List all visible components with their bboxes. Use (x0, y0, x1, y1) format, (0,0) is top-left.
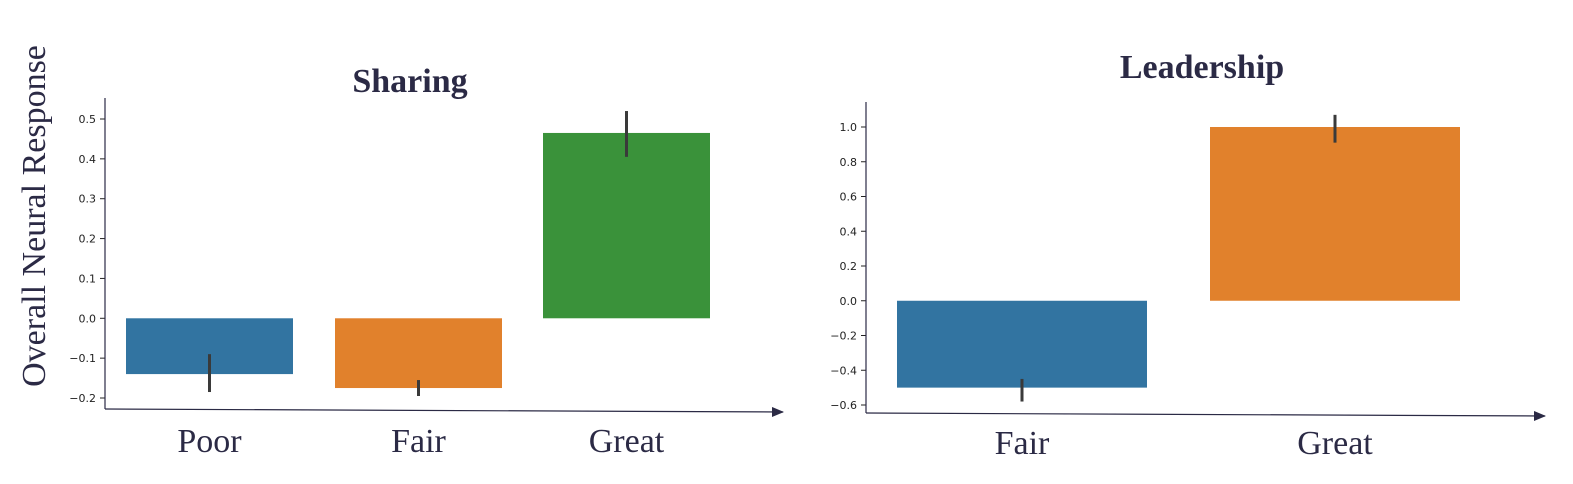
bar-fair (897, 300, 1147, 388)
bar-great (1210, 127, 1460, 301)
y-tick-label: −0.1 (69, 352, 96, 365)
bars (126, 132, 710, 389)
y-axis-label: Overall Neural Response (16, 45, 53, 387)
category-label: Great (589, 423, 665, 460)
category-label: Great (1297, 425, 1373, 462)
bar-great (543, 132, 710, 319)
y-tick-label: −0.2 (830, 330, 857, 343)
y-tick-label: 0.2 (840, 260, 858, 273)
category-labels: Poor Fair Great (177, 423, 664, 460)
chart-title: Sharing (352, 63, 467, 100)
y-tick-label: 0.2 (79, 233, 97, 246)
y-tick-label: 0.4 (840, 225, 858, 238)
y-tick-label: 0.5 (79, 113, 97, 126)
chart-leadership: Leadership −0.6 −0.4 −0.2 0.0 0.2 0.4 0.6 0.8 1.… (830, 49, 1546, 462)
category-labels: Fair Great (995, 425, 1374, 462)
chart-sharing: Sharing −0.2 −0.1 0.0 0.1 0.2 0.3 0.4 0.5 Poor F… (69, 63, 784, 460)
y-tick-label: 1.0 (840, 121, 858, 134)
category-label: Fair (391, 423, 446, 460)
x-axis-arrow (865, 410, 1546, 421)
chart-title: Leadership (1120, 49, 1284, 86)
bars (897, 127, 1460, 388)
category-label: Poor (177, 423, 242, 460)
y-tick-label: 0.6 (840, 191, 858, 204)
y-ticks: −0.2 −0.1 0.0 0.1 0.2 0.3 0.4 0.5 (69, 113, 105, 405)
y-tick-label: 0.0 (79, 312, 97, 325)
y-tick-label: −0.6 (830, 399, 857, 412)
category-label: Fair (995, 425, 1050, 462)
y-tick-label: 0.1 (79, 272, 97, 285)
bar-fair (335, 318, 502, 389)
y-tick-label: 0.3 (79, 193, 97, 206)
error-bars (1020, 114, 1337, 402)
y-tick-label: 0.8 (840, 156, 858, 169)
error-bars (208, 111, 628, 397)
y-ticks: −0.6 −0.4 −0.2 0.0 0.2 0.4 0.6 0.8 1.0 (830, 121, 866, 412)
y-tick-label: 0.4 (79, 153, 97, 166)
y-tick-label: −0.2 (69, 392, 96, 405)
x-axis-arrow (104, 406, 784, 417)
y-tick-label: 0.0 (840, 295, 858, 308)
y-tick-label: −0.4 (830, 364, 857, 377)
